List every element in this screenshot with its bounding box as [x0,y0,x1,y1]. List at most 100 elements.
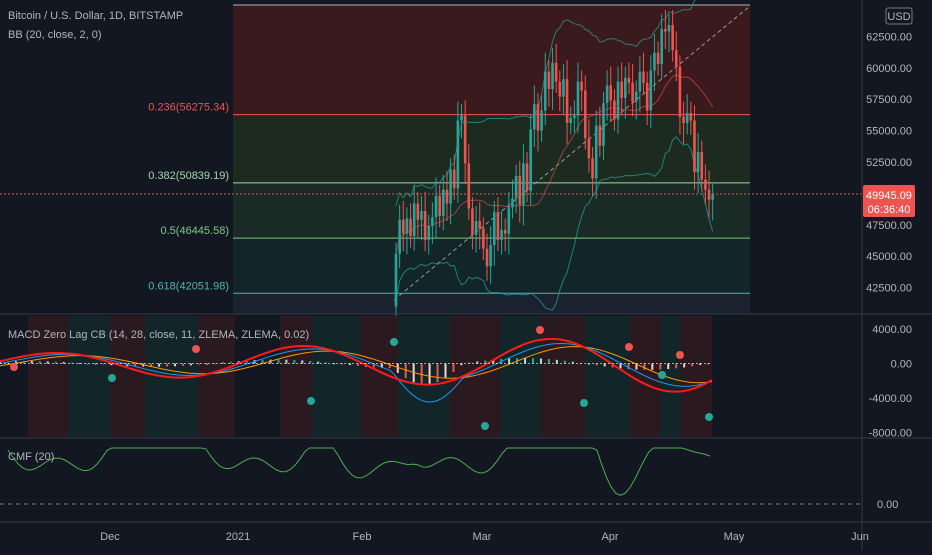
macd-hist-bar [603,363,606,367]
macd-lines [0,337,713,403]
candle-body [569,118,573,124]
fib-label: 0.236(56275.34) [148,102,229,114]
macd-signal-dots [10,326,713,430]
candle-body [620,81,623,98]
macd-hist-bar [301,360,304,364]
macd-hist-bar [237,361,240,364]
currency-badge[interactable] [885,7,913,25]
candle-body [438,195,441,217]
candle-body [456,120,460,189]
candle-body [616,81,620,120]
macd-hist-bar [468,362,471,364]
fib-label: 0.382(50839.19) [148,170,229,182]
macd-hist-bar [245,360,248,364]
candle-body [518,175,522,205]
macd-hist-bar [555,359,558,364]
macd-hist-bar [683,363,686,368]
currency-badge-label: USD [887,11,910,23]
macd-hist-bar [205,363,208,365]
time-axis[interactable]: Dec 2021 Feb Mar Apr May Jun [100,531,869,543]
macd-hist-bar [420,363,423,385]
candle-body [580,81,583,91]
macd-hist-bar [150,363,153,367]
macd-hist-bar [285,359,288,364]
macd-hist-bar [476,361,479,364]
macd-signal-dot [390,338,398,346]
macd-hist-bar [102,363,105,365]
candle-body [591,158,594,179]
candle-body [431,217,434,227]
candle-body [562,79,565,97]
candle-body [642,71,645,83]
candle-body [529,129,532,191]
time-tick-label: Mar [473,531,492,543]
cmf-legend[interactable]: CMF (20) [8,451,54,463]
candle-body [689,113,693,121]
candle-body [460,115,463,121]
macd-hist-bar [611,363,614,368]
candle-body [496,212,500,240]
candle-body [485,248,489,267]
macd-hist-bar [492,359,495,364]
main-legend-symbol[interactable]: Bitcoin / U.S. Dollar, 1D, BITSTAMP [8,10,183,22]
candle-body [540,110,543,131]
candle-body [522,163,525,205]
candle-body [533,104,536,130]
macd-hist-bar [277,359,280,364]
candle-body [594,125,598,179]
bb-lower [395,136,714,311]
macd-zero-lag-line [0,337,713,393]
macd-hist-bar [635,363,638,370]
macd-hist-bar [134,363,137,367]
macd-signal-dot [536,326,544,334]
macd-signal-dot [10,363,18,371]
macd-hist-bar [547,359,550,364]
macd-hist-bar [229,361,232,364]
macd-hist-bar [261,359,264,364]
cmf-line [7,447,711,496]
candle-body [452,169,456,189]
main-legend-bb[interactable]: BB (20, close, 2, 0) [8,29,102,41]
macd-hist-bar [197,363,200,365]
candle-body [503,229,507,234]
macd-hist-bar [78,362,81,364]
candle-body [525,163,529,191]
time-tick-label: 2021 [226,531,250,543]
candle-body [685,113,689,124]
candle-body [634,91,638,102]
candle-body [409,218,412,237]
candle-body [442,189,445,217]
candle-body [573,115,576,119]
macd-legend[interactable]: MACD Zero Lag CB (14, 28, close, 11, ZLE… [8,329,309,341]
macd-signal-dot [307,397,315,405]
candle-body [682,116,685,124]
macd-hist-bar [0,361,1,364]
price-tick-label: 60000.00 [866,63,912,75]
macd-hist-bar [651,363,654,370]
macd-signal-dot [705,413,713,421]
macd-tick-label: 4000.00 [872,324,912,336]
candle-body [565,79,569,124]
candle-body [463,115,467,164]
candle-body [602,102,605,146]
bollinger-bands [395,0,714,311]
macd-band [28,316,68,437]
macd-hist-bar [86,363,89,365]
candle-body [678,66,682,117]
macd-signal-dot [580,399,588,407]
candle-body [696,151,700,173]
candle-body [707,189,711,200]
candle-body [547,71,551,90]
macd-hist-bar [6,361,9,364]
candle-body [449,169,452,204]
macd-hist-bar [484,360,487,364]
fib-zone [233,114,750,183]
macd-hist-bar [571,361,574,364]
candle-body [420,211,423,220]
candle-body [482,228,485,249]
macd-hist-bar [62,362,65,364]
price-axis[interactable]: 62500.00 60000.00 57500.00 55000.00 52500.00… [866,31,912,294]
macd-band [280,316,312,437]
